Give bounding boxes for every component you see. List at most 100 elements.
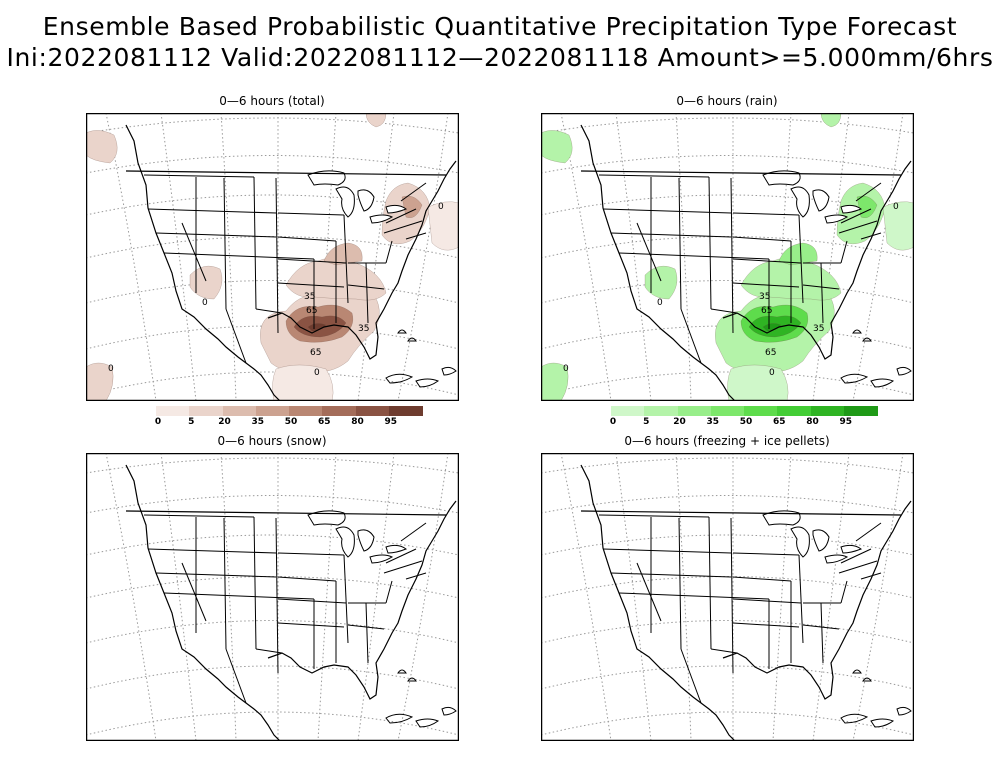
colorbar-swatch	[677, 406, 712, 416]
colorbar-tick-label: 20	[673, 417, 686, 427]
graticule	[86, 453, 459, 741]
coastline	[125, 464, 457, 741]
chart-title-line-2: Ini:2022081112 Valid:2022081112—20220811…	[6, 43, 994, 72]
contour-label: 35	[358, 324, 369, 334]
state-border	[277, 598, 347, 604]
graticule-line	[541, 665, 914, 690]
state-border	[636, 222, 662, 282]
colorbar-swatch	[355, 406, 390, 416]
state-border	[255, 648, 283, 654]
state-border	[275, 517, 279, 674]
graticule-line	[541, 457, 914, 474]
contour-label: 65	[306, 306, 317, 316]
state-border	[277, 576, 337, 582]
colorbar-swatch	[744, 406, 778, 416]
colorbar-swatch	[611, 406, 645, 416]
map-frame	[541, 453, 914, 741]
state-borders	[143, 174, 427, 364]
state-border	[798, 214, 804, 304]
state-border	[820, 602, 824, 664]
colorbar-tick-label: 20	[218, 417, 231, 427]
colorbar-tick-label: 35	[251, 417, 265, 427]
colorbar-swatch	[156, 406, 190, 416]
state-border	[732, 258, 802, 264]
state-border	[838, 220, 878, 234]
state-border	[860, 232, 882, 240]
coastline	[580, 124, 912, 401]
graticule-line	[541, 155, 914, 174]
state-border	[400, 182, 427, 202]
map-panel-total: 0 0 0 0 35 65 35 65	[86, 113, 459, 401]
colorbar-tick-label: 65	[317, 417, 331, 427]
state-borders	[143, 514, 427, 704]
contour-label: 0	[202, 298, 208, 308]
probability-region	[541, 130, 573, 164]
map-panel-snow	[86, 453, 459, 741]
graticule-line	[541, 280, 914, 304]
state-border	[181, 562, 207, 622]
state-border	[277, 236, 337, 242]
graticule-line	[541, 236, 914, 259]
state-border	[253, 176, 257, 310]
graticule-line	[615, 113, 652, 401]
colorbar-tick-label: 0	[154, 417, 162, 427]
state-border	[383, 220, 423, 234]
graticule-line	[357, 113, 395, 401]
map-frame	[541, 113, 914, 401]
state-border	[365, 262, 369, 324]
state-border	[680, 648, 702, 704]
graticule-line	[86, 236, 459, 259]
colorbar-tick-label: 35	[706, 417, 720, 427]
state-border	[802, 624, 840, 630]
state-border	[275, 177, 279, 334]
great-lakes	[762, 510, 863, 564]
colorbar-swatch	[777, 406, 811, 416]
contour-label: 65	[765, 348, 776, 358]
graticule-line	[86, 534, 459, 556]
state-border	[400, 522, 427, 542]
state-border	[163, 252, 315, 260]
state-border	[147, 548, 277, 554]
graticule-line	[541, 711, 914, 736]
state-border	[708, 516, 712, 650]
colorbar-tick-label: 80	[806, 417, 819, 427]
colorbar-swatch	[222, 406, 257, 416]
state-border	[610, 572, 732, 578]
graticule-line	[86, 280, 459, 304]
contour-label: 0	[108, 364, 114, 374]
state-border	[598, 174, 710, 178]
state-border	[820, 262, 824, 324]
contour-label: 0	[438, 202, 444, 212]
contour-label: 0	[657, 298, 663, 308]
state-border	[710, 308, 738, 314]
state-border	[855, 182, 882, 202]
contour-label: 0	[769, 368, 775, 378]
panel-title-freezing: 0—6 hours (freezing + ice pellets)	[624, 434, 830, 448]
graticule-line	[220, 453, 237, 741]
contour-label: 0	[893, 202, 899, 212]
graticule-line	[541, 620, 914, 644]
border-us-canada	[580, 510, 902, 516]
colorbar-swatch	[388, 406, 423, 416]
state-border	[732, 236, 792, 242]
state-border	[225, 308, 247, 364]
state-border	[610, 232, 732, 238]
probability-region	[86, 362, 114, 401]
map-rain: 0 0 0 0 35 65 35 65	[541, 113, 914, 401]
graticule-line	[86, 576, 459, 599]
colorbar-tick-label: 5	[188, 417, 195, 427]
graticule-line	[86, 711, 459, 736]
state-borders	[598, 514, 882, 704]
probability-region	[882, 201, 914, 251]
contour-label: 0	[314, 368, 320, 378]
state-border	[163, 592, 315, 600]
graticule-line	[397, 113, 449, 401]
graticule	[541, 453, 914, 741]
state-border	[143, 514, 255, 518]
graticule-line	[357, 453, 395, 741]
colorbar-tick-label: 0	[609, 417, 617, 427]
graticule-line	[852, 453, 904, 741]
state-border	[708, 176, 712, 310]
map-panel-rain: 0 0 0 0 35 65 35 65	[541, 113, 914, 401]
probability-region	[86, 130, 118, 164]
